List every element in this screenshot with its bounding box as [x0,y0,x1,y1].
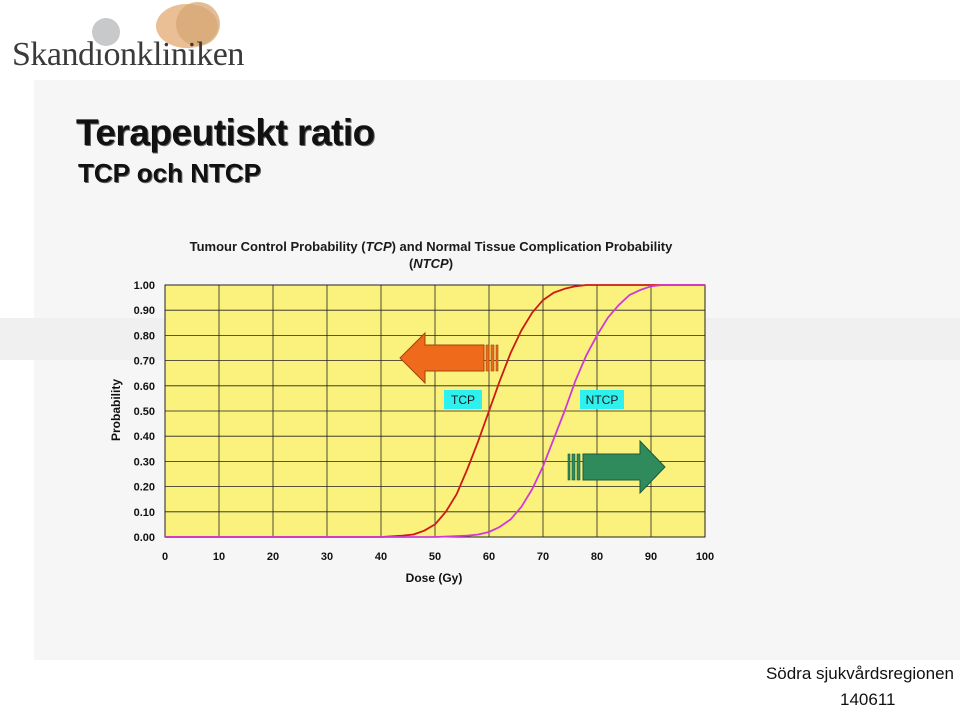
x-tick-label: 100 [696,551,714,563]
ntcp-curve [434,284,705,538]
slide-title: Terapeutiskt ratio [76,112,375,153]
tcp-curve [380,284,597,538]
tcp-callout-label: TCP [451,393,475,407]
right-arrow-icon [567,439,666,495]
y-tick-label: 1.00 [134,280,155,292]
x-tick-labels: 0 10 20 30 40 50 60 70 80 90 100 [162,551,714,563]
x-tick-label: 0 [162,551,168,563]
x-tick-label: 60 [483,551,495,563]
y-tick-label: 0.90 [134,305,155,317]
y-tick-label: 0.20 [134,482,155,494]
x-tick-label: 80 [591,551,603,563]
y-tick-label: 0.70 [134,356,155,368]
x-tick-label: 10 [213,551,225,563]
chart-title-part-c: ) and Normal Tissue Complication Probabi… [392,239,674,254]
ntcp-callout-box [580,390,624,409]
slide-subtitle: TCP och NTCP [78,158,261,188]
y-tick-labels: 0.00 0.10 0.20 0.30 0.40 0.50 0.60 0.70 0.80 0.90… [134,280,155,544]
footer-date: 140611 [840,690,896,709]
chart-title-part-b: TCP [366,239,392,254]
x-tick-label: 30 [321,551,333,563]
y-tick-label: 0.60 [134,381,155,393]
x-tick-label: 20 [267,551,279,563]
logo-gold-circle-2 [176,2,220,46]
x-tick-label: 40 [375,551,387,563]
ntcp-callout-label: NTCP [586,393,619,407]
x-tick-label: 70 [537,551,549,563]
logo-text: Skandıonkliniken [12,36,244,73]
x-axis-label: Dose (Gy) [406,571,463,585]
y-axis-label: Probability [109,379,123,441]
chart-title2-part-b: NTCP [413,256,449,271]
chart-title-line1: Tumour Control Probability (TCP) and Nor… [190,239,674,254]
chart-title-line2: (NTCP) [409,256,453,271]
chart-title-part-a: Tumour Control Probability ( [190,239,367,254]
y-tick-label: 0.50 [134,406,155,418]
logo: Skandıonkliniken [10,0,250,80]
chart-title2-part-c: ) [449,256,453,271]
logo-gray-circle [92,18,120,46]
y-tick-label: 0.40 [134,431,155,443]
series-lines [165,284,705,538]
footer-region: Södra sjukvårdsregionen [765,664,954,683]
y-tick-label: 0.80 [134,330,155,342]
y-tick-label: 0.10 [134,507,155,519]
y-tick-label: 0.30 [134,456,155,468]
x-tick-label: 50 [429,551,441,563]
tcp-callout-box [444,390,482,409]
left-arrow-icon [399,331,499,385]
y-tick-label: 0.00 [134,532,155,544]
x-tick-label: 90 [645,551,657,563]
chart-title2-part-a: ( [409,256,414,271]
